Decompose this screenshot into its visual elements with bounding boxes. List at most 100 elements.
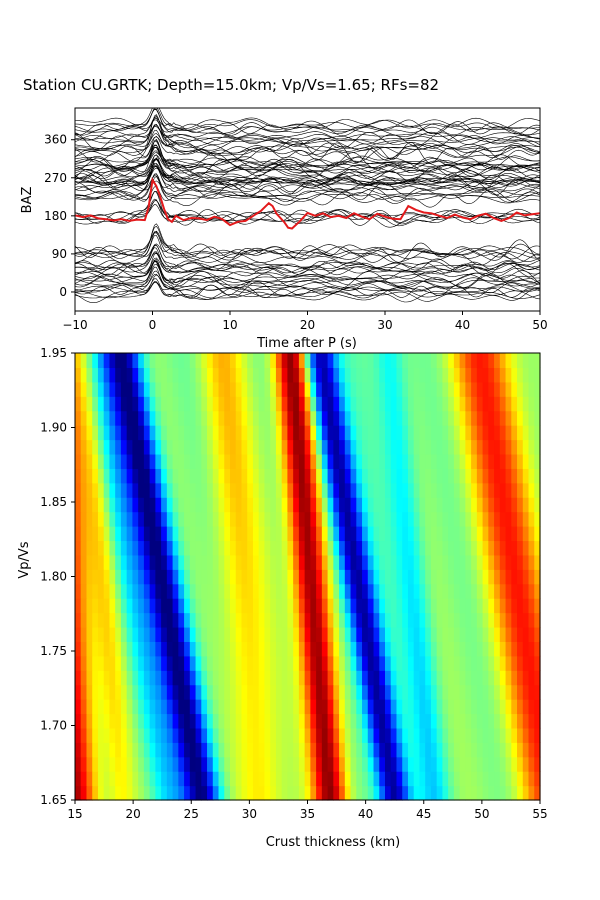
heatmap-cell xyxy=(436,439,444,455)
heatmap-cell xyxy=(528,554,535,570)
heatmap-cell xyxy=(235,367,243,383)
heatmap-cell xyxy=(264,453,271,469)
heatmap-cell xyxy=(195,410,202,426)
heatmap-cell xyxy=(534,612,541,628)
heatmap-cell xyxy=(499,612,507,628)
heatmap-cell xyxy=(80,526,88,542)
heatmap-cell xyxy=(379,425,386,441)
heatmap-cell xyxy=(344,425,352,441)
heatmap-cell xyxy=(166,727,174,743)
heatmap-cell xyxy=(471,598,478,614)
heatmap-cell xyxy=(402,699,409,715)
heatmap-cell xyxy=(103,569,111,585)
heatmap-cell xyxy=(459,425,466,441)
heatmap-cell xyxy=(264,684,271,700)
rf-trace xyxy=(75,138,540,179)
heatmap-cell xyxy=(275,626,283,642)
heatmap-cell xyxy=(304,684,311,700)
heatmap-cell xyxy=(396,569,403,585)
heatmap-cell xyxy=(339,439,346,455)
heatmap-cell xyxy=(109,453,116,469)
heatmap-cell xyxy=(103,439,111,455)
heatmap-cell xyxy=(528,439,535,455)
heatmap-cell xyxy=(304,396,311,412)
heatmap-cell xyxy=(482,583,489,599)
heatmap-cell xyxy=(511,655,518,671)
heatmap-cell xyxy=(207,367,214,383)
heatmap-cell xyxy=(356,425,363,441)
heatmap-cell xyxy=(201,742,208,758)
heatmap-cell xyxy=(258,670,266,686)
heatmap-cell xyxy=(402,785,409,801)
heatmap-cell xyxy=(385,511,392,527)
heatmap-cell xyxy=(103,540,111,556)
heatmap-cell xyxy=(471,655,478,671)
heatmap-cell xyxy=(149,598,156,614)
heatmap-cell xyxy=(161,583,168,599)
heatmap-cell xyxy=(218,727,225,743)
heatmap-cell xyxy=(453,410,461,426)
heatmap-cell xyxy=(138,482,145,498)
rf-trace xyxy=(75,173,540,203)
heatmap-cell xyxy=(149,410,156,426)
heatmap-cell xyxy=(189,526,197,542)
heatmap-cell xyxy=(344,554,352,570)
heatmap-cell xyxy=(75,742,82,758)
heatmap-cell xyxy=(310,526,317,542)
heatmap-cell xyxy=(316,785,323,801)
heatmap-cell xyxy=(390,727,398,743)
heatmap-cell xyxy=(275,425,283,441)
heatmap-cell xyxy=(189,641,197,657)
heatmap-cell xyxy=(258,598,266,614)
heatmap-cell xyxy=(448,497,455,513)
heatmap-cell xyxy=(344,381,352,397)
heatmap-cell xyxy=(218,569,225,585)
heatmap-cell xyxy=(379,771,386,787)
heatmap-cell xyxy=(184,626,191,642)
heatmap-cell xyxy=(166,353,174,369)
heatmap-cell xyxy=(201,381,208,397)
heatmap-cell xyxy=(402,612,409,628)
heatmap-cell xyxy=(230,727,237,743)
heatmap-cell xyxy=(195,598,202,614)
heatmap-cell xyxy=(390,785,398,801)
heatmap-cell xyxy=(235,670,243,686)
heatmap-cell xyxy=(396,727,403,743)
heatmap-cell xyxy=(97,425,105,441)
heatmap-cell xyxy=(402,655,409,671)
heatmap-cell xyxy=(97,727,105,743)
heatmap-cell xyxy=(281,425,289,441)
heatmap-cell xyxy=(356,381,363,397)
heatmap-cell xyxy=(448,713,455,729)
heatmap-cell xyxy=(155,598,162,614)
heatmap-cell xyxy=(252,439,260,455)
heatmap-cell xyxy=(247,655,254,671)
heatmap-cell xyxy=(80,727,88,743)
heatmap-cell xyxy=(373,497,380,513)
heatmap-cell xyxy=(293,439,300,455)
heatmap-cell xyxy=(218,612,225,628)
heatmap-cell xyxy=(413,655,421,671)
heatmap-cell xyxy=(430,598,438,614)
heatmap-cell xyxy=(407,425,415,441)
heatmap-cell xyxy=(499,396,507,412)
heatmap-cell xyxy=(499,684,507,700)
heatmap-cell xyxy=(75,785,82,801)
heatmap-cell xyxy=(304,699,311,715)
heatmap-cell xyxy=(184,540,191,556)
heatmap-cell xyxy=(517,598,524,614)
heatmap-cell xyxy=(298,511,306,527)
heatmap-cell xyxy=(212,381,220,397)
heatmap-cell xyxy=(189,439,197,455)
heatmap-cell xyxy=(275,583,283,599)
heatmap-cell xyxy=(258,569,266,585)
heatmap-cell xyxy=(132,353,139,369)
heatmap-cell xyxy=(120,367,128,383)
heatmap-cell xyxy=(321,453,329,469)
heatmap-cell xyxy=(482,598,489,614)
heatmap-cell xyxy=(459,439,466,455)
heatmap-cell xyxy=(333,453,340,469)
heatmap-cell xyxy=(333,626,340,642)
heatmap-cell xyxy=(126,482,134,498)
heatmap-cell xyxy=(172,381,179,397)
